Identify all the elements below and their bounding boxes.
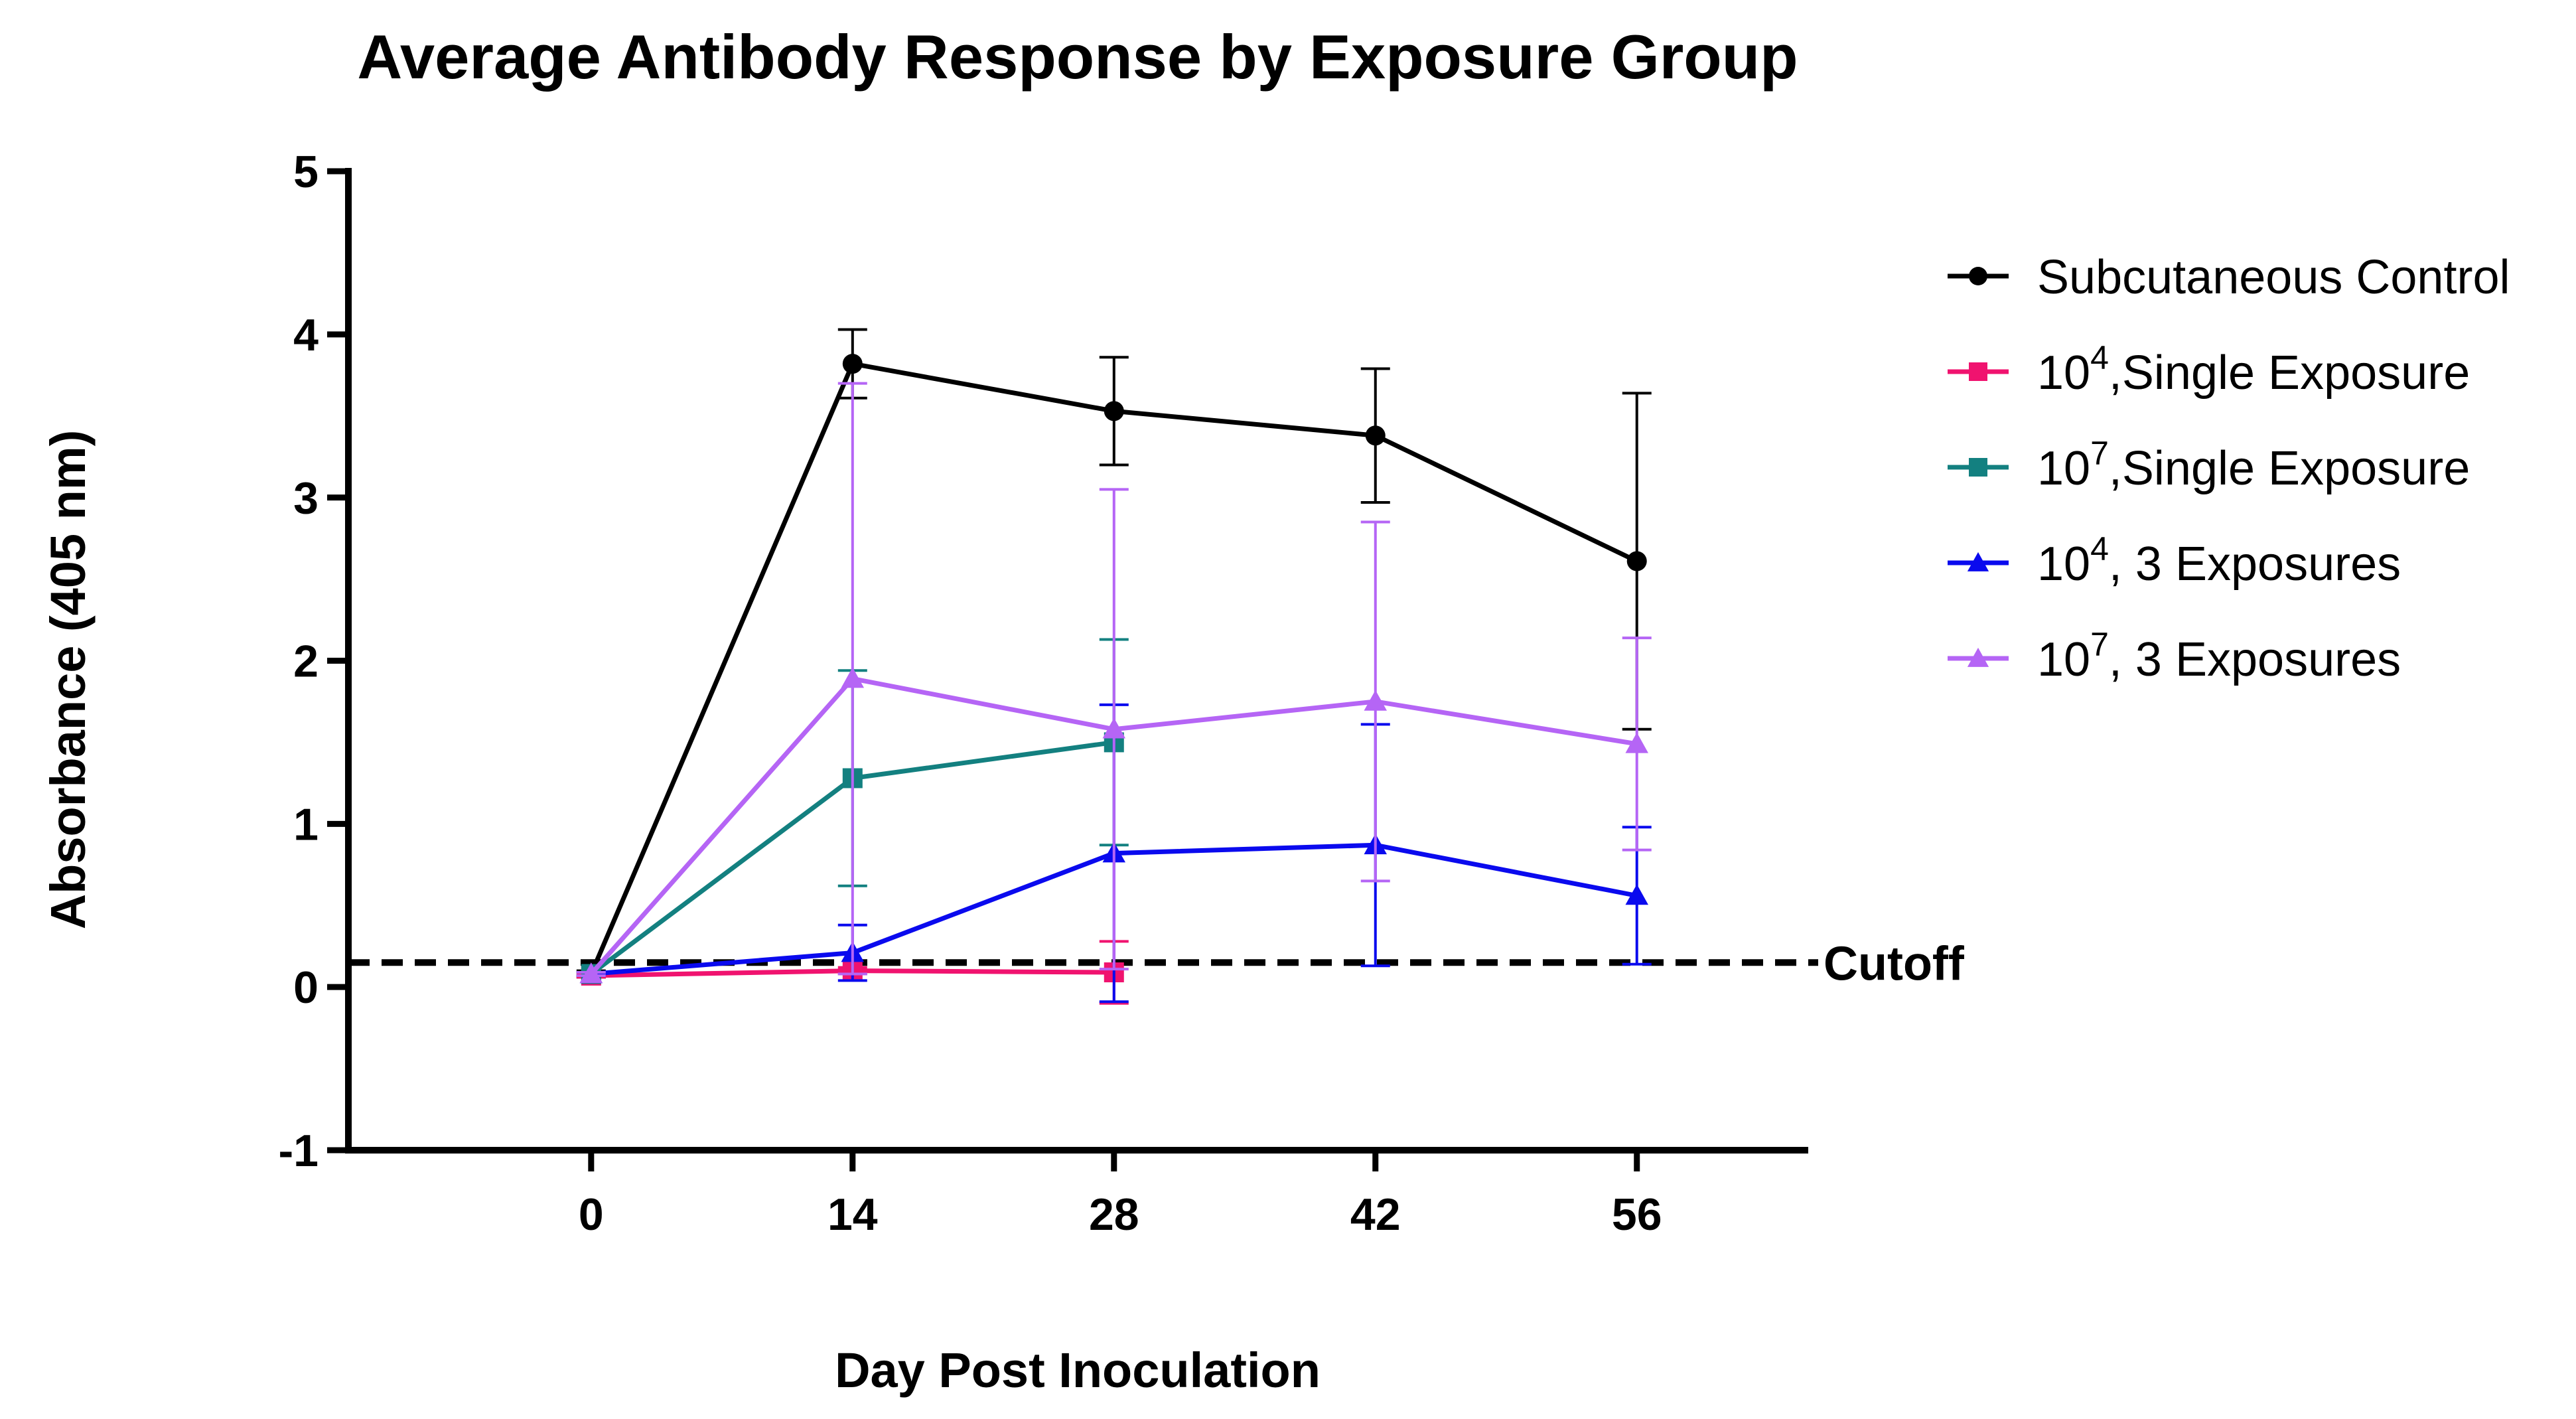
x-tick-label: 56 [1612,1189,1662,1240]
x-tick-label: 14 [827,1189,878,1240]
data-point [1625,732,1648,753]
legend: Subcutaneous Control 104,Single Exposure 1… [1948,251,2510,686]
y-tick-label: 5 [293,147,319,197]
x-tick-label: 0 [579,1189,604,1240]
data-point [1364,690,1388,711]
y-axis-title: Absorbance (405 nm) [40,430,96,930]
legend-item: 104,Single Exposure [1948,339,2470,400]
y-tick-label: 2 [293,636,319,687]
legend-marker [1967,552,1989,571]
data-point [1365,425,1386,446]
legend-item: 107,Single Exposure [1948,435,2470,495]
y-tick-label: 4 [293,310,319,360]
legend-label: 104,Single Exposure [2037,339,2470,400]
data-point [579,962,603,984]
x-tick-label: 42 [1350,1189,1401,1240]
data-point [1104,401,1124,421]
data-point [1625,884,1648,905]
series-5 [576,382,1652,984]
legend-item: Subcutaneous Control [1948,251,2510,304]
chart-title: Average Antibody Response by Exposure Gr… [357,22,1798,92]
legend-item: 104, 3 Exposures [1948,530,2401,591]
cutoff-label: Cutoff [1824,937,1965,990]
legend-marker [1967,647,1989,667]
legend-marker [1969,458,1987,477]
data-point [1102,717,1126,739]
data-point [841,667,865,688]
legend-label: Subcutaneous Control [2037,251,2510,304]
legend-label: 107, 3 Exposures [2037,626,2401,686]
y-tick-label: -1 [279,1126,319,1176]
legend-item: 107, 3 Exposures [1948,626,2401,686]
legend-label: 107,Single Exposure [2037,435,2470,495]
plot-area: -1 0 1 2 3 4 5 0 14 28 42 56 Cutoff [279,147,1965,1240]
legend-marker [1969,362,1987,381]
x-axis-title: Day Post Inoculation [835,1343,1321,1398]
legend-marker [1969,267,1987,285]
x-tick-label: 28 [1089,1189,1139,1240]
data-point [842,354,863,374]
data-point [1626,551,1647,571]
y-tick-label: 0 [293,962,319,1013]
y-tick-label: 1 [293,799,319,850]
y-tick-label: 3 [293,473,319,524]
legend-label: 104, 3 Exposures [2037,530,2401,591]
